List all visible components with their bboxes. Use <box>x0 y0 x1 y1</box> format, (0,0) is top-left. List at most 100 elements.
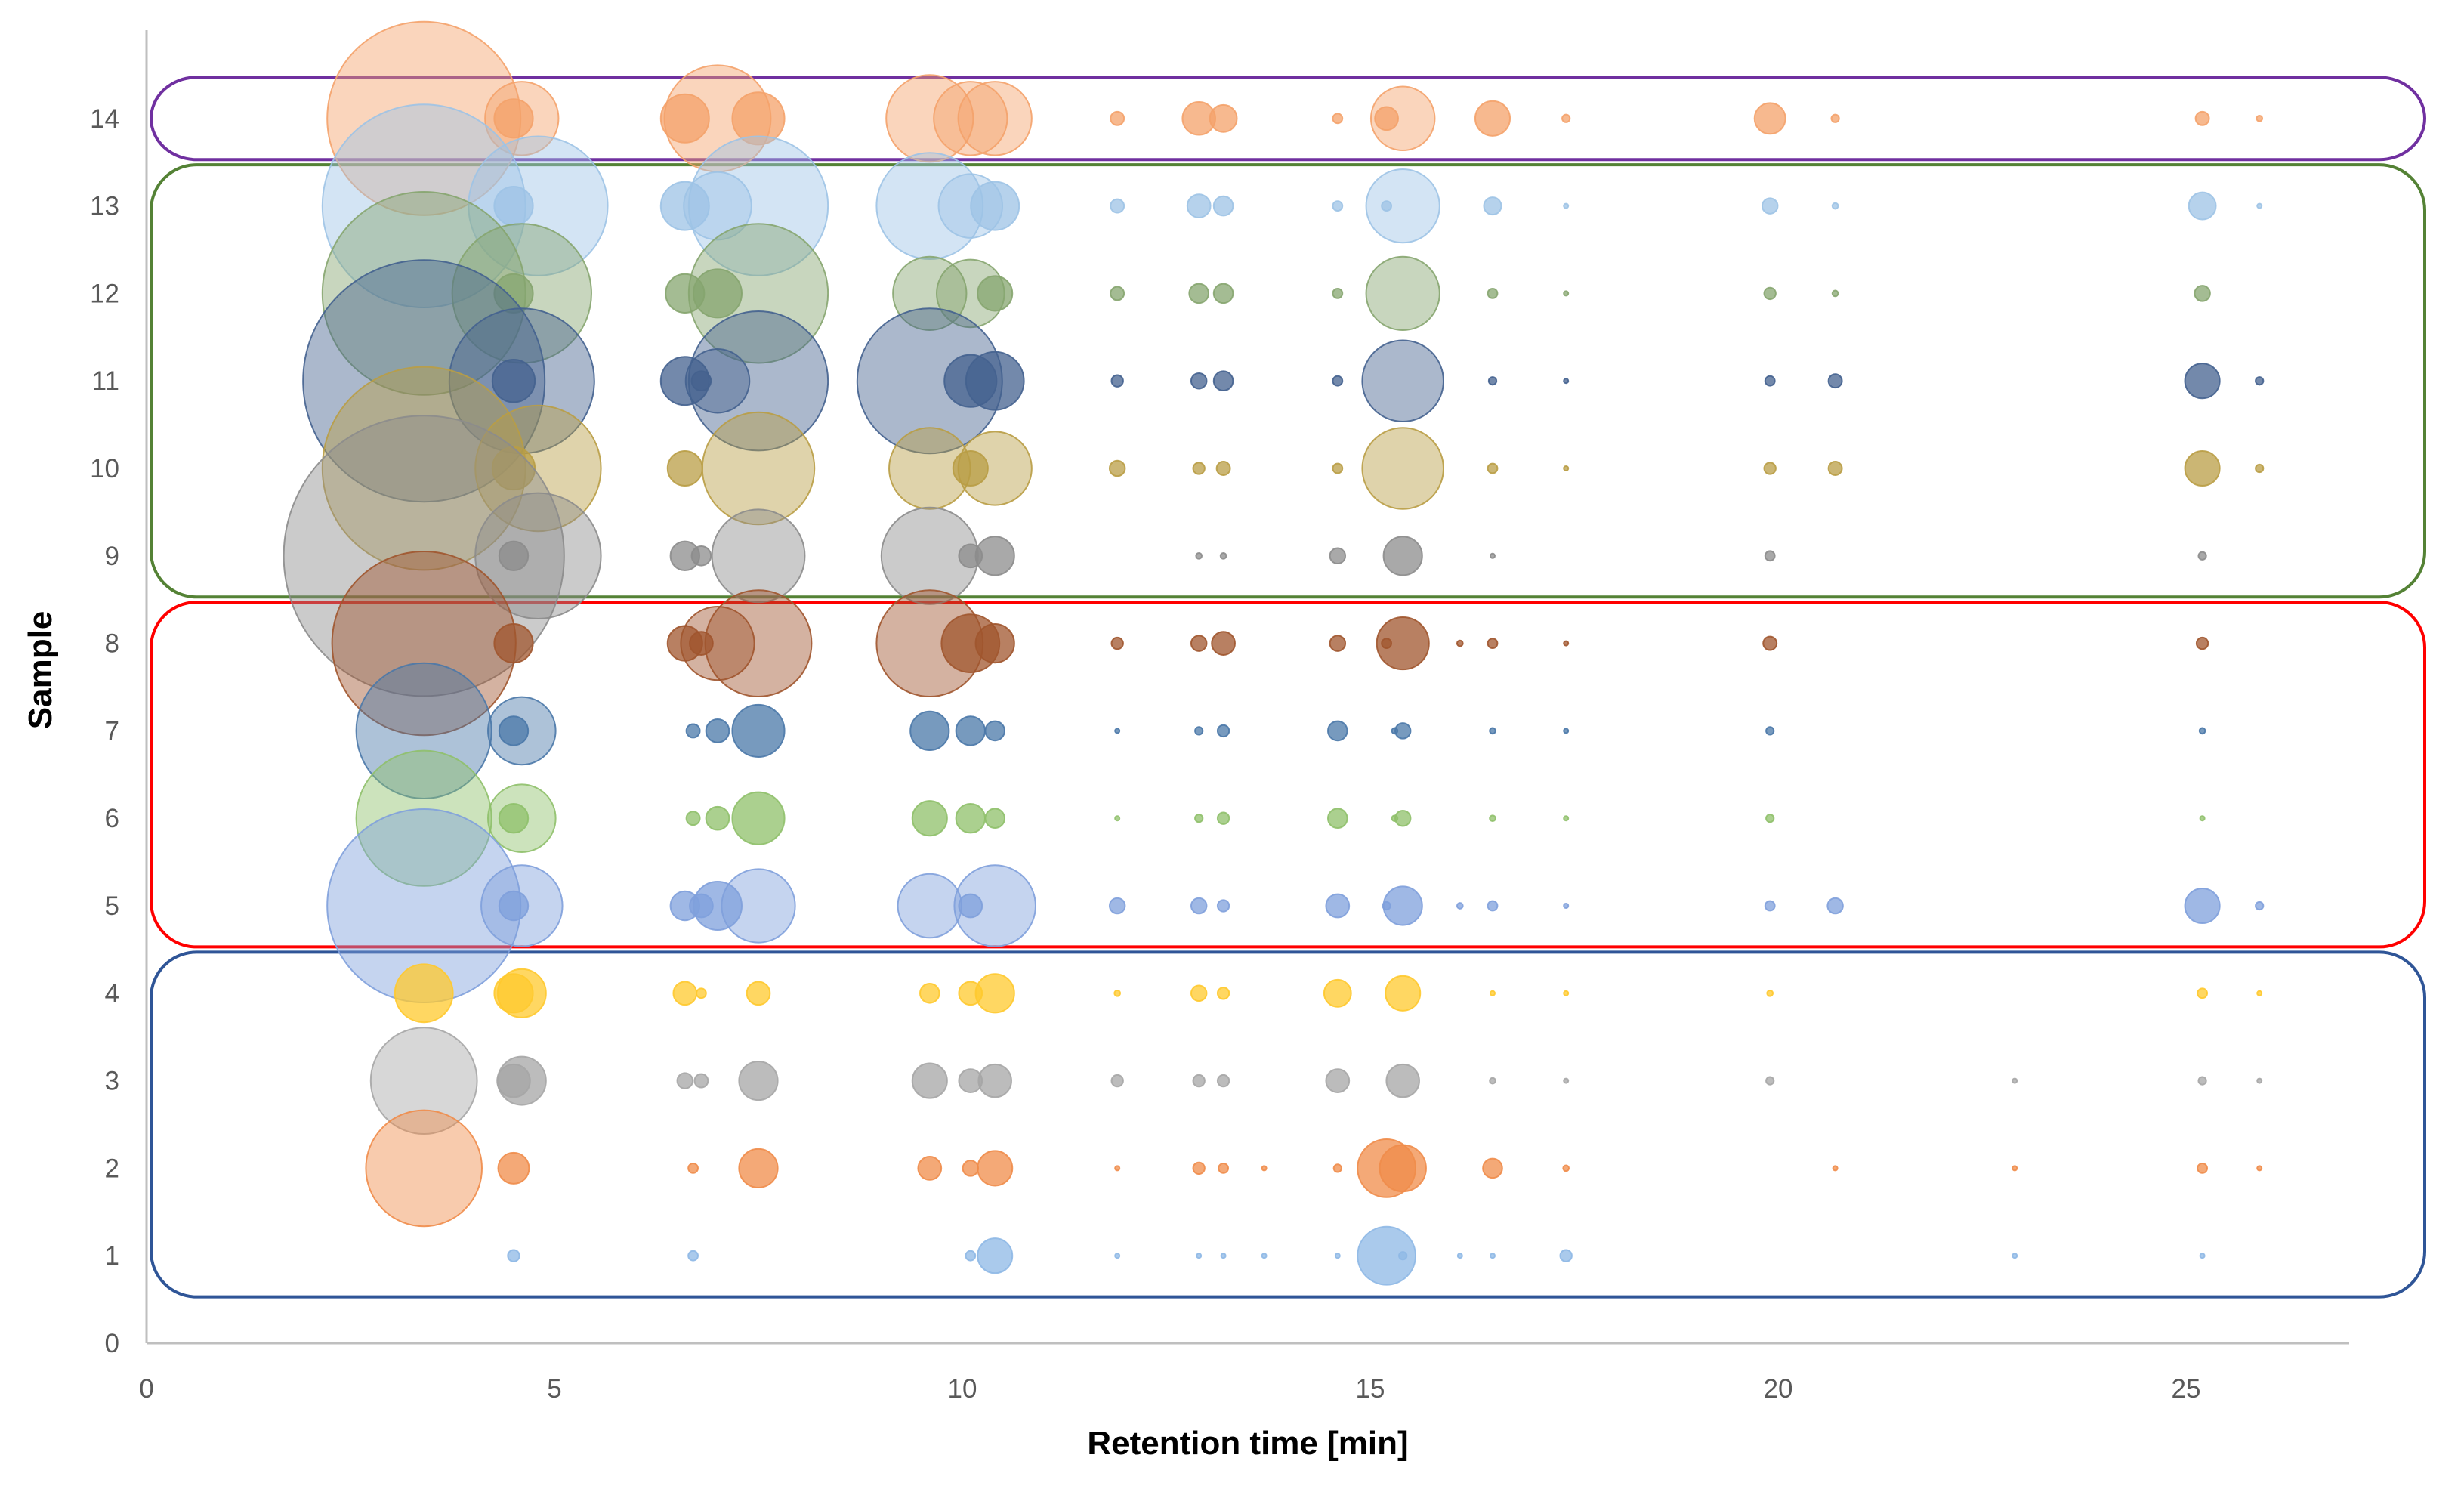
bubble-point <box>892 255 968 332</box>
y-tick-label: 0 <box>105 1329 119 1358</box>
bubble-point <box>1110 636 1124 650</box>
bubble-point <box>1385 975 1422 1012</box>
y-tick-label: 10 <box>90 454 119 483</box>
bubble-point <box>2012 1253 2018 1259</box>
bubble-point <box>1188 283 1209 304</box>
bubble-point <box>1327 720 1348 742</box>
bubble-point <box>2197 987 2209 999</box>
bubble-point <box>685 811 701 826</box>
bubble-point <box>977 1150 1014 1187</box>
bubble-point <box>497 1151 530 1185</box>
bubble-point <box>1379 1144 1427 1193</box>
bubble-point <box>687 223 829 364</box>
bubble-point <box>2199 815 2206 822</box>
bubble-point <box>1216 987 1230 1000</box>
bubble-point <box>962 1160 980 1177</box>
bubble-point <box>1563 378 1570 385</box>
bubble-point <box>974 623 1015 664</box>
bubble-point <box>2256 114 2264 122</box>
y-tick-label: 1 <box>105 1241 119 1271</box>
bubble-point <box>1220 1253 1227 1259</box>
bubble-point <box>1382 536 1423 576</box>
bubble-point <box>1381 200 1392 212</box>
bubble-point <box>1329 635 1347 652</box>
bubble-point <box>680 605 755 681</box>
bubble-point <box>1763 462 1777 475</box>
bubble-point <box>1216 1074 1230 1088</box>
bubble-point <box>1489 814 1496 823</box>
bubble-point <box>1190 897 1208 915</box>
bubble-point <box>1831 289 1839 298</box>
bubble-point <box>738 1148 779 1189</box>
bubble-point <box>687 310 829 452</box>
bubble-point <box>1489 727 1496 735</box>
group-box-2 <box>150 163 2426 599</box>
bubble-point <box>1482 1157 1503 1179</box>
bubble-point <box>1114 1253 1121 1259</box>
bubble-point <box>1334 1253 1341 1259</box>
bubble-point <box>1211 631 1236 656</box>
bubble-point <box>1490 552 1496 559</box>
bubble-point <box>1394 722 1412 740</box>
bubble-point <box>693 268 743 319</box>
bubble-point <box>1215 461 1231 476</box>
bubble-point <box>1382 885 1423 926</box>
bubble-point <box>1487 638 1499 649</box>
bubble-point <box>965 351 1025 411</box>
bubble-point <box>1563 640 1570 647</box>
bubble-point <box>2256 990 2263 996</box>
bubble-point <box>493 98 534 139</box>
bubble-point <box>911 800 948 837</box>
bubble-point <box>1365 255 1440 332</box>
bubble-point <box>1329 547 1347 565</box>
bubble-point <box>1332 462 1344 474</box>
y-axis-title: Sample <box>22 611 59 730</box>
series-sample-13 <box>321 103 2263 308</box>
bubble-point <box>1113 989 1122 997</box>
x-tick-labels: 0 5 10 15 20 25 <box>139 1374 2200 1404</box>
bubble-point <box>365 1109 483 1228</box>
bubble-point <box>1563 202 1570 209</box>
bubble-point <box>1832 1165 1839 1172</box>
bubble-point <box>468 135 609 276</box>
bubble-point <box>952 449 989 487</box>
bubble-point <box>487 783 557 853</box>
bubble-point <box>731 91 786 146</box>
bubble-point <box>1114 1165 1121 1172</box>
series-sample-1 <box>507 1225 2206 1286</box>
bubble-point <box>2184 887 2221 925</box>
bubble-point <box>1110 374 1124 388</box>
y-tick-label: 13 <box>90 192 119 221</box>
y-tick-label: 3 <box>105 1067 119 1096</box>
bubble-point <box>1110 1074 1124 1088</box>
y-tick-label: 7 <box>105 716 119 746</box>
y-tick-label: 11 <box>92 366 119 396</box>
bubble-point <box>1212 283 1234 304</box>
bubble-point <box>672 981 698 1006</box>
bubble-point <box>369 1027 478 1135</box>
bubble-point <box>1110 198 1125 214</box>
bubble-point <box>705 805 730 831</box>
y-tick-label: 4 <box>105 979 119 1009</box>
bubble-point <box>1761 197 1779 215</box>
y-tick-label: 2 <box>105 1154 119 1183</box>
bubble-point <box>493 186 534 227</box>
bubble-point <box>1332 1163 1342 1173</box>
bubble-point <box>738 1061 779 1101</box>
series-sample-12 <box>321 191 2211 396</box>
bubble-point <box>2184 363 2221 400</box>
bubble-point <box>1563 465 1570 471</box>
bubble-point <box>2197 1076 2207 1086</box>
bubble-point <box>701 411 816 526</box>
bubble-point <box>2197 1163 2209 1174</box>
bubble-point <box>2194 285 2211 302</box>
bubble-point <box>953 864 1036 947</box>
bubble-point <box>1365 168 1440 244</box>
bubble-point <box>283 415 565 697</box>
bubble-point <box>897 873 963 939</box>
bubble-point <box>909 710 950 752</box>
bubble-point <box>1563 728 1570 734</box>
bubble-point <box>704 589 813 697</box>
bubble-point <box>1192 1074 1206 1088</box>
